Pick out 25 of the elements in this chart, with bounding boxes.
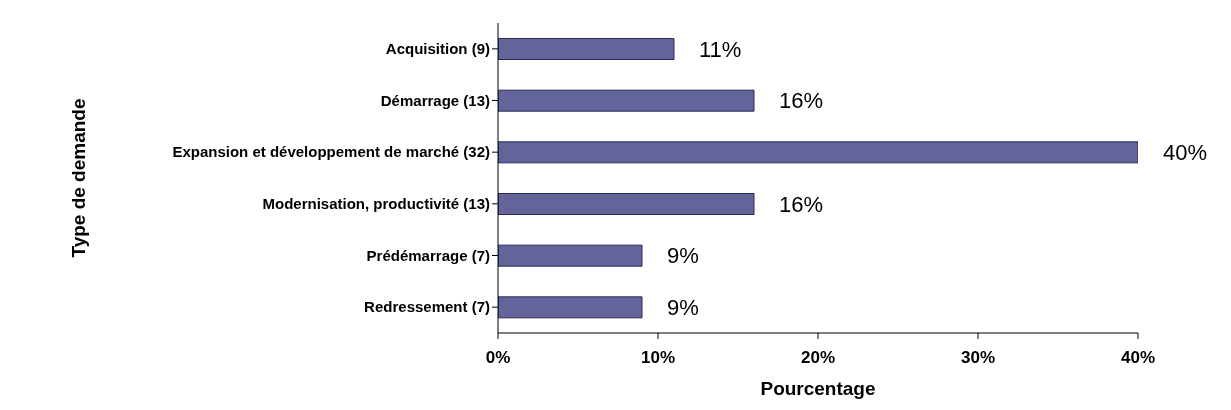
data-label: 16% (779, 191, 824, 217)
bar (498, 296, 643, 319)
x-tick-label: 40% (1120, 348, 1156, 368)
bar (498, 38, 675, 60)
y-tick-label: Redressement (7) (364, 298, 490, 316)
x-tick-label: 20% (800, 348, 836, 368)
y-tick-label: Prédémarrage (7) (366, 246, 490, 264)
y-tick-label: Modernisation, productivité (13) (262, 195, 490, 213)
y-axis-title: Type de demande (67, 98, 89, 258)
x-tick-label: 30% (960, 348, 996, 368)
data-label: 9% (667, 295, 699, 321)
x-tick-label: 10% (640, 348, 676, 368)
y-tick-label: Démarrage (13) (380, 91, 490, 109)
data-label: 11% (699, 36, 742, 62)
x-tick-label: 0% (485, 348, 511, 368)
y-tick-label: Acquisition (9) (385, 40, 490, 58)
bar (498, 193, 755, 215)
data-label: 9% (667, 243, 699, 269)
bar (498, 89, 755, 112)
x-axis-title: Pourcentage (760, 378, 876, 399)
data-label: 40% (1163, 140, 1208, 166)
data-label: 16% (779, 88, 824, 114)
y-tick-label: Expansion et développement de marché (32) (172, 143, 490, 161)
bar (498, 244, 643, 267)
bar (498, 141, 1138, 164)
